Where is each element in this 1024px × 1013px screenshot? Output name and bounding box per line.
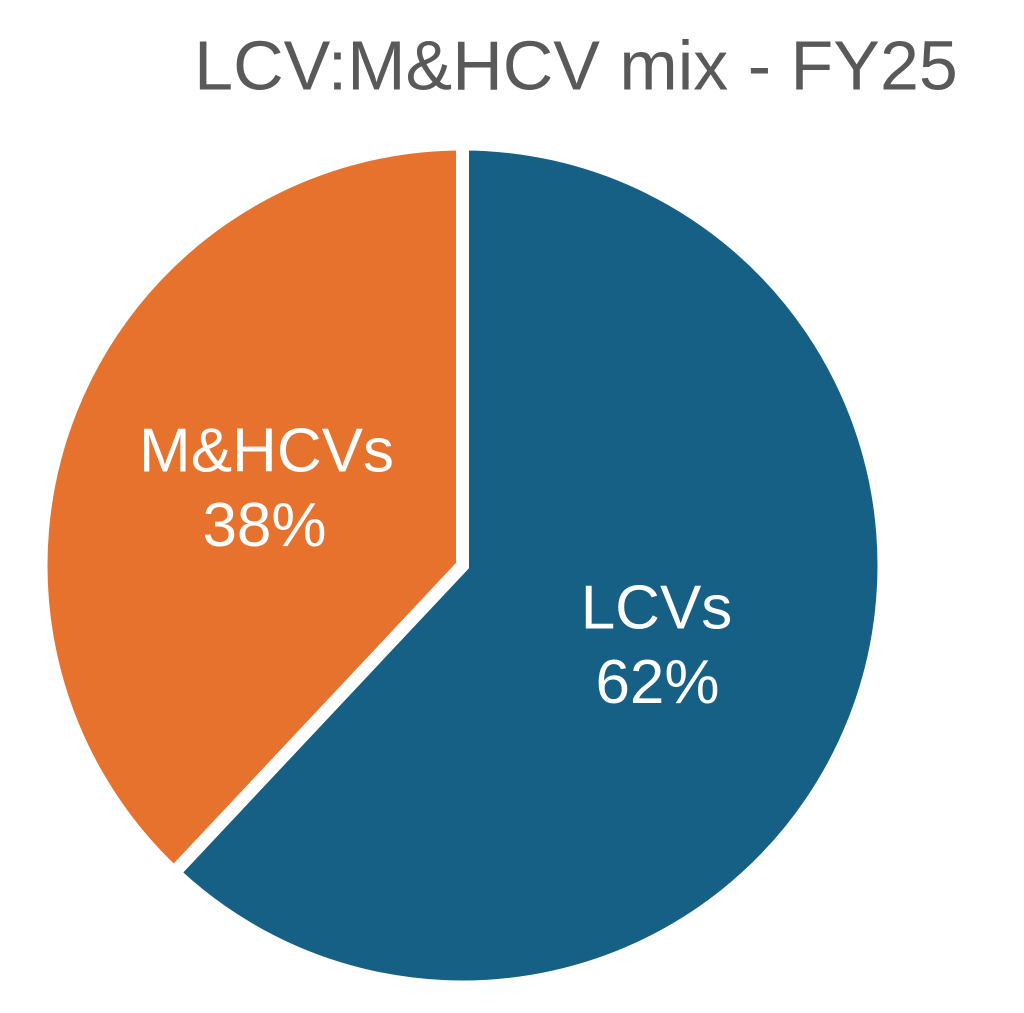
svg-text:LCV:M&HCV mix - FY25: LCV:M&HCV mix - FY25 [194, 27, 958, 105]
svg-text:38%: 38% [202, 491, 326, 560]
svg-text:LCVs: LCVs [581, 574, 733, 643]
svg-text:62%: 62% [595, 648, 719, 717]
svg-text:M&HCVs: M&HCVs [139, 417, 394, 486]
